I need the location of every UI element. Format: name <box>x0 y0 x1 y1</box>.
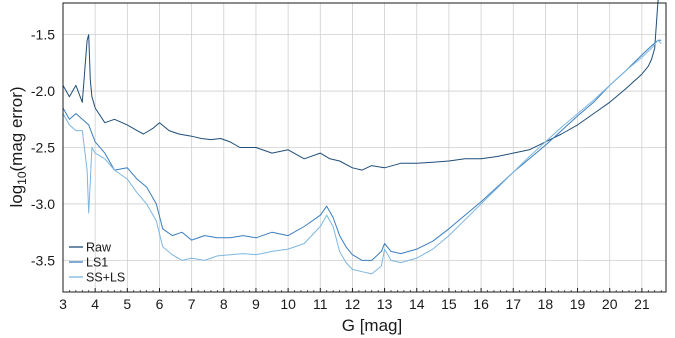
x-tick-label: 11 <box>313 296 328 312</box>
x-tick-label: 10 <box>280 296 296 312</box>
x-axis-ticks: 3 4 5 6 7 8 9 10 11 12 13 14 15 16 17 18 19 20 21 <box>59 288 662 312</box>
plot-frame <box>62 2 667 293</box>
y-tick-label: -3.5 <box>31 252 55 268</box>
x-tick-label: 6 <box>156 296 164 312</box>
x-tick-label: 5 <box>123 296 131 312</box>
x-tick-label: 18 <box>538 296 554 312</box>
x-axis-label: G [mag] <box>342 316 402 335</box>
grid-lines <box>62 3 666 292</box>
y-tick-label: -3.0 <box>31 196 55 212</box>
x-tick-label: 4 <box>91 296 99 312</box>
x-tick-label: 8 <box>220 296 228 312</box>
x-tick-label: 20 <box>602 296 618 312</box>
series-line-ss-ls <box>62 39 662 275</box>
legend-label: SS+LS <box>86 271 125 285</box>
series-line-raw <box>62 0 659 171</box>
series-layer <box>62 0 662 275</box>
x-tick-label: 17 <box>505 296 521 312</box>
y-tick-label: -1.5 <box>31 27 55 43</box>
y-axis-label-prefix: log <box>7 185 26 208</box>
y-axis-ticks: -1.5 -2.0 -2.5 -3.0 -3.5 <box>31 27 55 269</box>
x-tick-label: 13 <box>377 296 393 312</box>
y-axis-label-subscript: 10 <box>15 171 29 185</box>
x-tick-label: 7 <box>188 296 196 312</box>
x-tick-label: 3 <box>59 296 67 312</box>
x-tick-label: 9 <box>252 296 260 312</box>
y-tick-label: -2.5 <box>31 140 55 156</box>
x-tick-label: 14 <box>409 296 425 312</box>
legend-label: LS1 <box>86 256 108 270</box>
y-axis-label-suffix: (mag error) <box>7 86 26 171</box>
x-tick-label: 21 <box>634 296 650 312</box>
y-tick-label: -2.0 <box>31 83 55 99</box>
series-line-ls1 <box>62 39 662 261</box>
x-tick-label: 19 <box>570 296 586 312</box>
x-tick-label: 12 <box>345 296 361 312</box>
x-tick-label: 16 <box>473 296 489 312</box>
y-axis-label: log10(mag error) <box>7 86 29 207</box>
legend-label: Raw <box>86 241 112 255</box>
x-tick-label: 15 <box>441 296 457 312</box>
